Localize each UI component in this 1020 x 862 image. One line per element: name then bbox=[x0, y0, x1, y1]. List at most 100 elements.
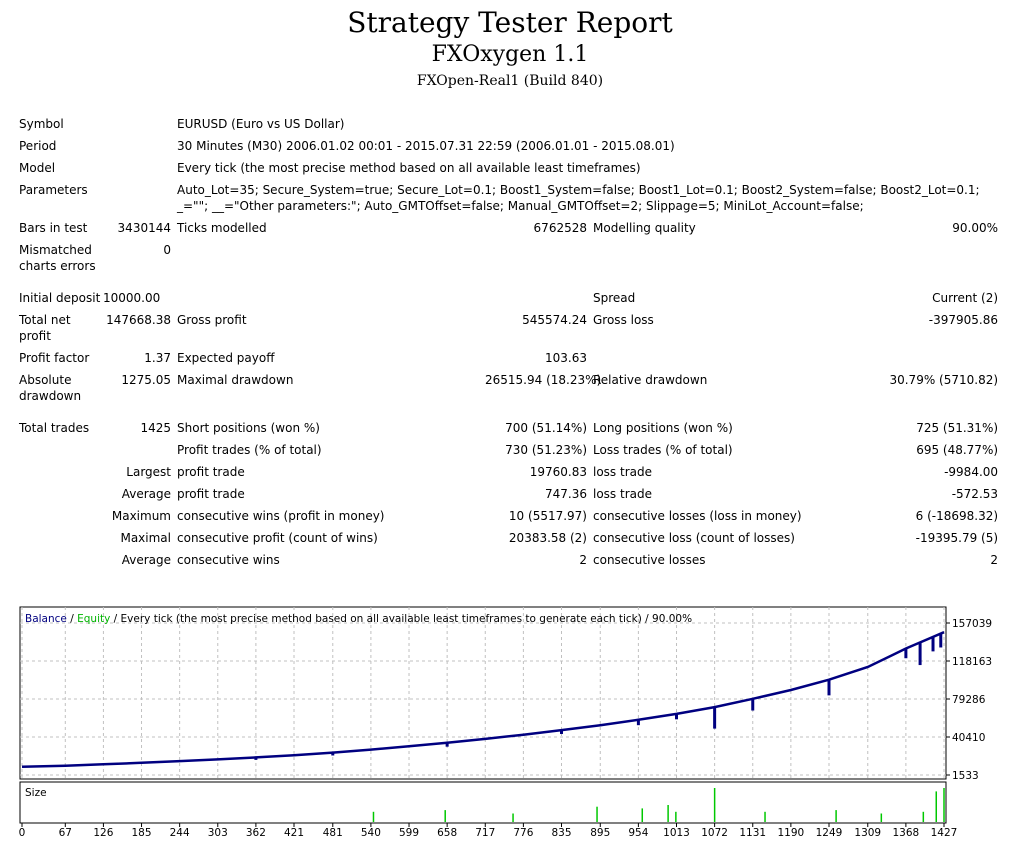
short-label: Short positions (won %) bbox=[177, 421, 320, 435]
bars-value: 3430144 bbox=[117, 221, 171, 235]
x-tick-label: 776 bbox=[513, 827, 533, 839]
x-tick-label: 1368 bbox=[893, 827, 920, 839]
maximal-label: Maximal bbox=[120, 531, 171, 545]
long-value: 725 (51.31%) bbox=[916, 421, 999, 435]
cons-profit-count-label: consecutive profit (count of wins) bbox=[177, 531, 378, 545]
cons-loss-count-value: -19395.79 (5) bbox=[915, 531, 999, 545]
x-tick-label: 658 bbox=[437, 827, 457, 839]
deposit-value: 10000.00 bbox=[103, 291, 161, 305]
mismatch-value: 0 bbox=[163, 243, 171, 257]
cons-losses-value: 2 bbox=[990, 553, 999, 567]
x-tick-label: 717 bbox=[475, 827, 495, 839]
maximum-label: Maximum bbox=[111, 509, 171, 523]
quality-value: 90.00% bbox=[952, 221, 999, 235]
y-tick-label: 1533 bbox=[952, 770, 979, 782]
rel-drawdown-value: 30.79% (5710.82) bbox=[889, 373, 999, 387]
x-tick-label: 481 bbox=[323, 827, 343, 839]
abs-drawdown-value: 1275.05 bbox=[121, 373, 171, 387]
x-tick-label: 126 bbox=[93, 827, 113, 839]
gross-profit-value: 545574.24 bbox=[522, 313, 587, 327]
long-label: Long positions (won %) bbox=[593, 421, 733, 435]
short-value: 700 (51.14%) bbox=[505, 421, 587, 435]
bars-label: Bars in test bbox=[19, 221, 88, 235]
parameters-label: Parameters bbox=[19, 183, 88, 197]
largest-profit-label: profit trade bbox=[177, 465, 245, 479]
x-tick-label: 0 bbox=[19, 827, 26, 839]
model-value: Every tick (the most precise method base… bbox=[177, 161, 641, 175]
size-bars bbox=[372, 788, 945, 822]
spread-label: Spread bbox=[593, 291, 636, 305]
parameters-value: Auto_Lot=35; Secure_System=true; Secure_… bbox=[174, 182, 1001, 220]
payoff-value: 103.63 bbox=[545, 351, 587, 365]
x-tick-label: 540 bbox=[361, 827, 381, 839]
loss-trades-label: Loss trades (% of total) bbox=[593, 443, 733, 457]
row-average-consecutive: Average consecutive wins 2 consecutive l… bbox=[16, 552, 1001, 574]
x-tick-label: 599 bbox=[399, 827, 419, 839]
largest-profit-value: 19760.83 bbox=[529, 465, 587, 479]
cons-loss-count-label: consecutive loss (count of losses) bbox=[593, 531, 795, 545]
size-label: Size bbox=[25, 787, 47, 799]
y-tick-label: 40410 bbox=[952, 732, 985, 744]
max-drawdown-label: Maximal drawdown bbox=[177, 373, 294, 387]
row-largest: Largest profit trade 19760.83 loss trade… bbox=[16, 464, 1001, 486]
row-profit-trades: Profit trades (% of total) 730 (51.23%) … bbox=[16, 442, 1001, 464]
x-tick-label: 895 bbox=[590, 827, 610, 839]
x-tick-label: 303 bbox=[208, 827, 228, 839]
balance-chart: 1533 40410 79286 118163 157039 0 67 126 185 244 3… bbox=[19, 606, 992, 839]
row-drawdown: Absolute drawdown 1275.05 Maximal drawdo… bbox=[16, 372, 1001, 410]
quality-label: Modelling quality bbox=[593, 221, 696, 235]
x-tick-label: 1013 bbox=[663, 827, 690, 839]
row-average: Average profit trade 747.36 loss trade -… bbox=[16, 486, 1001, 508]
row-maximal: Maximal consecutive profit (count of win… bbox=[16, 530, 1001, 552]
average-consecutive-label: Average bbox=[121, 553, 171, 567]
average-loss-value: -572.53 bbox=[951, 487, 999, 501]
loss-trades-value: 695 (48.77%) bbox=[916, 443, 999, 457]
period-label: Period bbox=[19, 139, 57, 153]
total-trades-label: Total trades bbox=[19, 421, 90, 435]
x-tick-label: 1249 bbox=[816, 827, 843, 839]
ticks-label: Ticks modelled bbox=[177, 221, 267, 235]
row-total-trades: Total trades 1425 Short positions (won %… bbox=[16, 420, 1001, 442]
x-tick-label: 244 bbox=[170, 827, 190, 839]
row-parameters: Parameters Auto_Lot=35; Secure_System=tr… bbox=[16, 182, 1001, 220]
parameters-line-1: Auto_Lot=35; Secure_System=true; Secure_… bbox=[177, 183, 980, 197]
x-tick-label: 1131 bbox=[739, 827, 766, 839]
spread-value: Current (2) bbox=[932, 291, 999, 305]
size-chart-frame bbox=[19, 781, 947, 824]
cons-wins-value: 2 bbox=[579, 553, 587, 567]
row-symbol: Symbol EURUSD (Euro vs US Dollar) bbox=[16, 116, 1001, 138]
legend-balance: Balance bbox=[25, 613, 67, 625]
cons-losses-money-value: 6 (-18698.32) bbox=[915, 509, 999, 523]
x-tick-label: 954 bbox=[628, 827, 648, 839]
row-profit-factor: Profit factor 1.37 Expected payoff 103.6… bbox=[16, 350, 1001, 372]
legend-description: / Every tick (the most precise method ba… bbox=[110, 613, 692, 625]
x-axis-ticks: 0 67 126 185 244 303 362 421 481 540 599 658 717 776 8… bbox=[19, 823, 958, 839]
gross-profit-label: Gross profit bbox=[177, 313, 247, 327]
profit-trades-value: 730 (51.23%) bbox=[505, 443, 587, 457]
model-label: Model bbox=[19, 161, 56, 175]
mismatch-label: Mismatched charts errors bbox=[19, 243, 96, 273]
x-tick-label: 421 bbox=[284, 827, 304, 839]
total-trades-value: 1425 bbox=[140, 421, 171, 435]
symbol-value: EURUSD (Euro vs US Dollar) bbox=[177, 117, 345, 131]
period-value: 30 Minutes (M30) 2006.01.02 00:01 - 2015… bbox=[177, 139, 675, 153]
cons-losses-money-label: consecutive losses (loss in money) bbox=[593, 509, 802, 523]
chart-grid bbox=[20, 607, 946, 779]
profit-trades-label: Profit trades (% of total) bbox=[177, 443, 322, 457]
server-build: FXOpen-Real1 (Build 840) bbox=[416, 73, 604, 89]
x-tick-label: 1072 bbox=[701, 827, 728, 839]
cons-wins-money-value: 10 (5517.97) bbox=[508, 509, 587, 523]
legend-separator: / bbox=[67, 613, 77, 625]
balance-series-line bbox=[21, 631, 945, 768]
row-bars: Bars in test 3430144 Ticks modelled 6762… bbox=[16, 220, 1001, 242]
average-profit-label: profit trade bbox=[177, 487, 245, 501]
deposit-label: Initial deposit bbox=[19, 291, 101, 305]
average-profit-value: 747.36 bbox=[545, 487, 587, 501]
x-tick-label: 1427 bbox=[931, 827, 958, 839]
cons-wins-money-label: consecutive wins (profit in money) bbox=[177, 509, 385, 523]
max-drawdown-value: 26515.94 (18.23%) bbox=[485, 373, 602, 387]
net-profit-value: 147668.38 bbox=[106, 313, 171, 327]
abs-drawdown-label: Absolute drawdown bbox=[19, 373, 82, 403]
row-maximum: Maximum consecutive wins (profit in mone… bbox=[16, 508, 1001, 530]
ticks-value: 6762528 bbox=[533, 221, 587, 235]
